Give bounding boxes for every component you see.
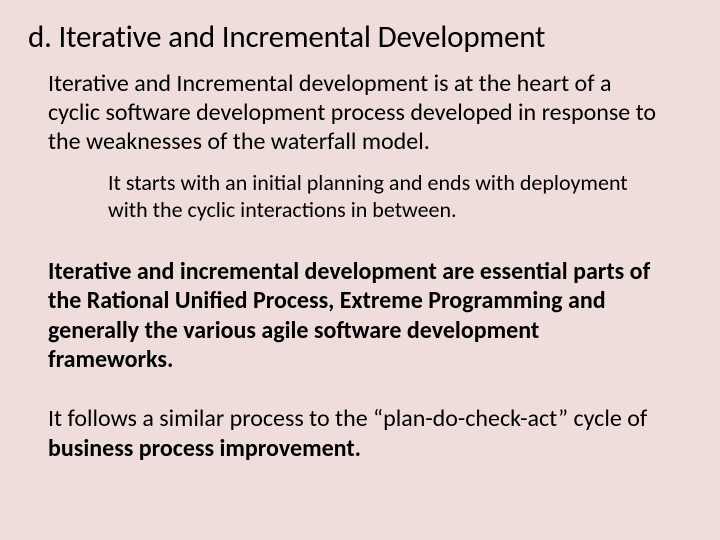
paragraph-cycle-prefix: It follows a similar process to the “pla… xyxy=(48,404,647,433)
paragraph-essential: Iterative and incremental development ar… xyxy=(48,257,662,374)
paragraph-intro: Iterative and Incremental development is… xyxy=(48,70,657,156)
paragraph-cycle-bold: business process improvement. xyxy=(48,434,361,463)
paragraph-subpoint: It starts with an initial planning and e… xyxy=(108,170,642,223)
slide-title: d. Iterative and Incremental Development xyxy=(28,18,692,56)
paragraph-cycle: It follows a similar process to the “pla… xyxy=(48,404,662,463)
